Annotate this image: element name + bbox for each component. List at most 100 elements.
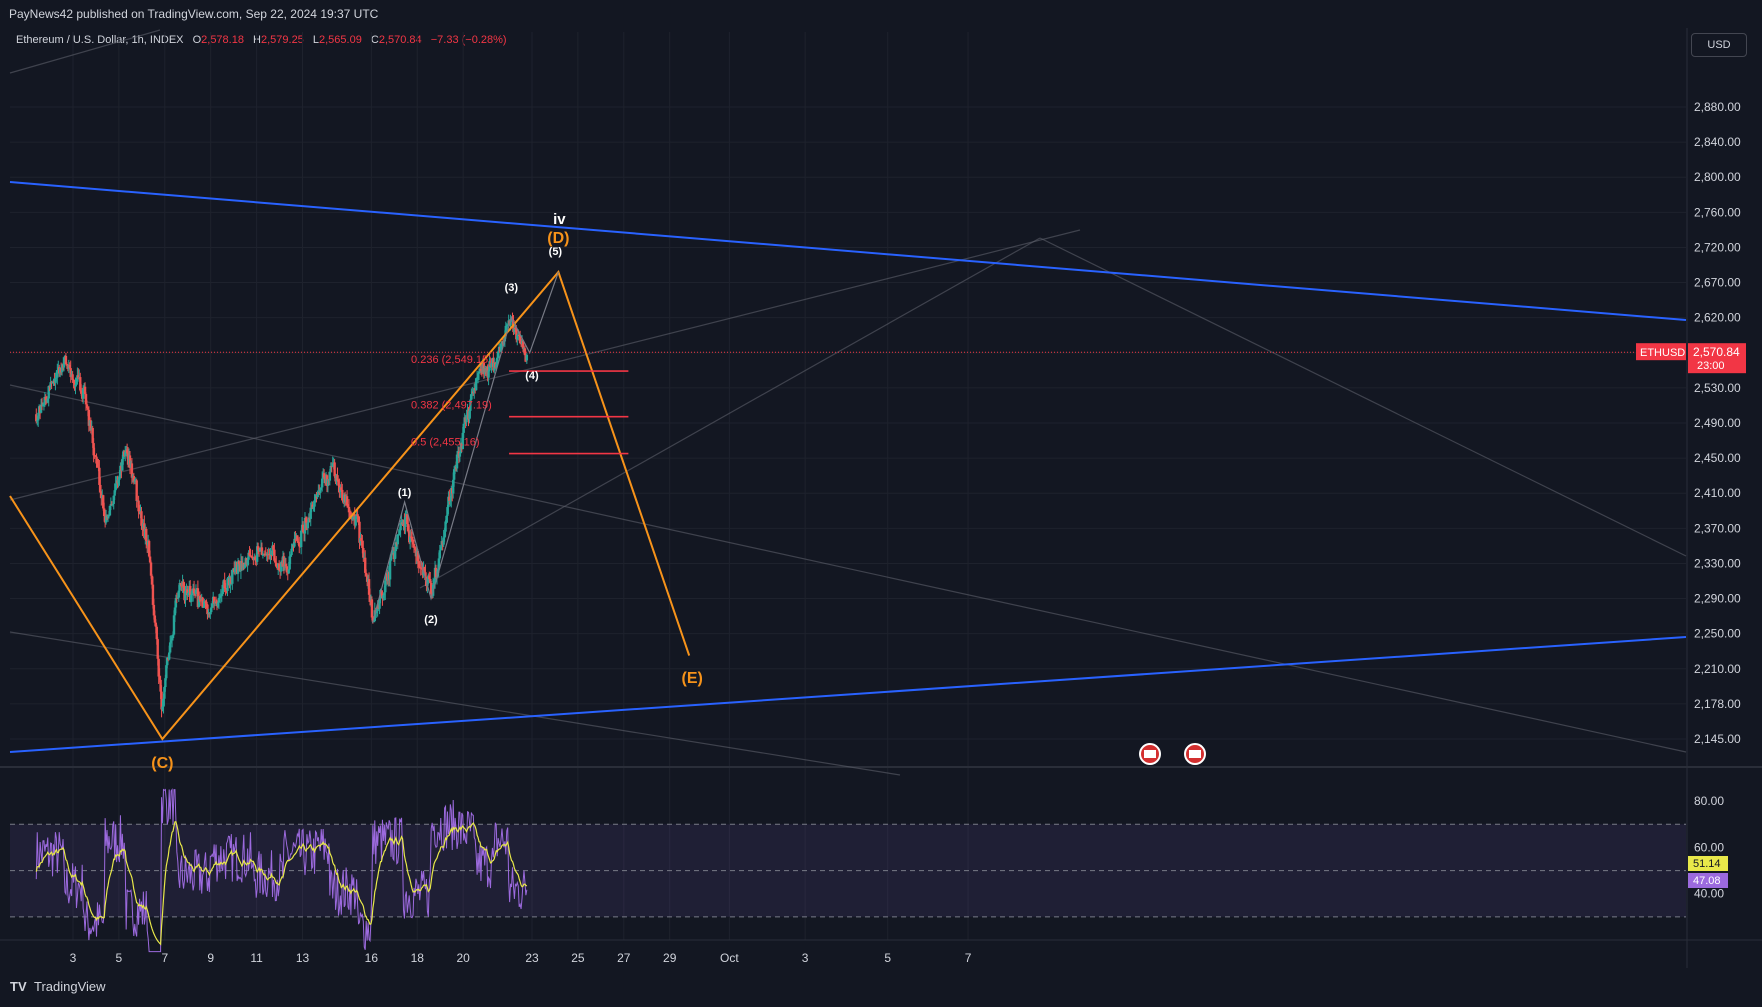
candle-body — [293, 538, 296, 547]
candle — [505, 323, 508, 330]
candle-body — [42, 404, 46, 406]
footer-brand[interactable]: TradingView — [34, 979, 106, 994]
candle-body — [462, 423, 465, 433]
candle — [187, 592, 190, 598]
candle-body — [214, 602, 218, 604]
candle-body — [160, 691, 163, 710]
candle — [260, 542, 264, 556]
last-price-countdown: 23:00 — [1697, 360, 1725, 372]
candle-body — [282, 556, 286, 567]
candle-body — [236, 561, 240, 574]
candle-body — [202, 606, 205, 608]
legend-symbol[interactable]: Ethereum / U.S. Dollar, 1h, INDEX — [16, 34, 184, 46]
candle — [87, 406, 91, 432]
candle — [447, 491, 450, 514]
candle-body — [307, 517, 311, 523]
candle — [336, 467, 339, 482]
candle — [36, 415, 40, 427]
candle-body — [448, 496, 451, 501]
candle-body — [447, 496, 450, 508]
candle-body — [255, 546, 259, 562]
candle-body — [317, 492, 320, 495]
candle-body — [312, 506, 315, 509]
candle-body — [412, 543, 416, 548]
wave-label-minor: (1) — [398, 487, 412, 499]
event-flag-icon[interactable] — [1139, 743, 1161, 765]
price-tick-label: 2,530.00 — [1694, 381, 1741, 395]
candle-body — [358, 521, 361, 543]
price-tick-label: 2,450.00 — [1694, 451, 1741, 465]
event-flag-icon[interactable] — [1184, 743, 1206, 765]
candle-body — [455, 454, 459, 469]
candle-body — [270, 555, 273, 557]
currency-button[interactable]: USD — [1691, 33, 1747, 57]
candle-body — [65, 364, 69, 366]
candle-body — [476, 373, 480, 378]
candle-body — [36, 420, 39, 422]
candle-body — [263, 553, 267, 555]
candle-body — [192, 588, 196, 594]
legend-open-label: O — [192, 34, 202, 46]
candle — [525, 353, 529, 364]
candle-body — [258, 548, 262, 551]
candle-body — [166, 657, 169, 666]
candle-body — [256, 546, 260, 551]
candle-body — [75, 381, 78, 385]
candle-body — [73, 382, 76, 387]
candle-body — [525, 354, 529, 361]
candle-body — [118, 475, 121, 480]
candle — [473, 383, 476, 399]
candle — [340, 481, 343, 492]
candle — [409, 528, 413, 539]
candle-body — [487, 370, 490, 378]
candle-body — [393, 551, 397, 560]
candle-body — [477, 371, 481, 374]
candle-body — [351, 517, 354, 520]
candle-body — [273, 549, 276, 561]
candle-body — [165, 665, 168, 679]
candle-body — [83, 386, 87, 395]
rsi-pane: 80.00 60.00 40.00 51.14 47.08 — [10, 788, 1728, 953]
price-axis: 2,880.00 2,840.00 2,800.00 2,760.00 2,720.00… — [1694, 100, 1741, 746]
candle-body — [87, 409, 91, 426]
candle — [194, 584, 198, 597]
candle-body — [254, 557, 257, 560]
candle — [412, 539, 416, 553]
wave-label-minor: (2) — [424, 614, 438, 626]
lower-trendline — [9, 636, 1687, 753]
candle-body — [102, 508, 106, 516]
tradingview-logo-icon[interactable]: TV — [10, 979, 27, 994]
grid-lines — [10, 32, 1686, 940]
candle — [303, 512, 307, 542]
candle-body — [413, 547, 417, 549]
candle — [163, 686, 166, 706]
price-tick-label: 2,250.00 — [1694, 627, 1741, 641]
candle-body — [303, 517, 307, 534]
candle-body — [434, 567, 438, 578]
channel-line — [9, 384, 1687, 753]
candle-body — [104, 516, 108, 523]
candle — [74, 377, 77, 395]
price-tick-label: 2,880.00 — [1694, 100, 1741, 114]
candle-body — [287, 569, 290, 574]
symbol-tag — [1636, 343, 1686, 361]
candle-body — [299, 530, 303, 548]
candles — [35, 312, 529, 718]
candle-body — [383, 592, 386, 596]
candle-body — [217, 597, 221, 603]
candle-body — [130, 463, 134, 478]
candle-body — [423, 567, 426, 573]
price-tick-label: 2,370.00 — [1694, 521, 1741, 535]
candle-body — [64, 355, 68, 365]
candle-body — [388, 560, 392, 580]
legend-change: −7.33 (−0.28%) — [430, 34, 507, 46]
candle-body — [432, 581, 436, 585]
candle-body — [172, 615, 176, 635]
candle-body — [399, 523, 402, 531]
candle-body — [473, 388, 476, 394]
candle — [474, 377, 478, 391]
candle — [137, 495, 140, 519]
time-tick-label: 16 — [365, 951, 379, 965]
time-tick-label: 11 — [250, 951, 263, 965]
